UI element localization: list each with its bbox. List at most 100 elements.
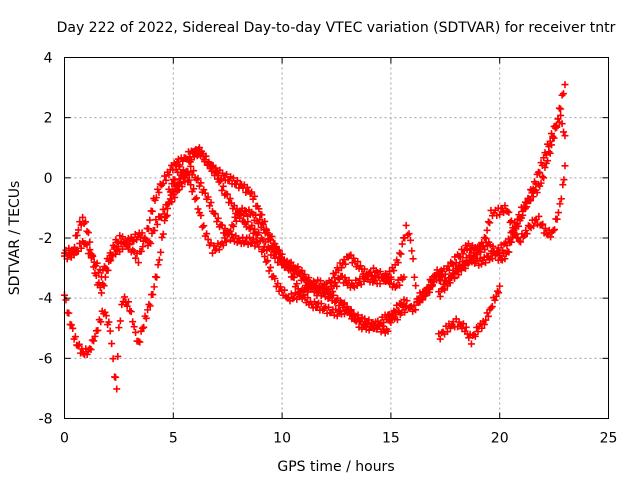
data-point bbox=[271, 274, 279, 282]
data-point bbox=[384, 327, 392, 335]
data-point bbox=[251, 225, 259, 233]
data-point bbox=[252, 211, 260, 219]
data-point bbox=[174, 187, 182, 195]
data-point bbox=[467, 340, 475, 348]
data-point bbox=[505, 248, 513, 256]
data-point bbox=[471, 251, 479, 259]
data-point bbox=[410, 273, 418, 281]
data-point bbox=[298, 267, 306, 275]
data-point bbox=[316, 277, 324, 285]
data-point bbox=[560, 128, 568, 136]
data-point bbox=[114, 352, 122, 360]
data-point bbox=[140, 323, 148, 331]
data-point bbox=[138, 229, 146, 237]
data-point bbox=[393, 316, 401, 324]
data-point bbox=[137, 247, 145, 255]
data-point bbox=[471, 332, 479, 340]
data-point bbox=[347, 306, 355, 314]
data-point bbox=[258, 211, 266, 219]
data-point bbox=[560, 90, 568, 98]
data-point bbox=[248, 221, 256, 229]
data-point bbox=[412, 282, 420, 290]
data-point bbox=[305, 274, 313, 282]
x-axis-label: GPS time / hours bbox=[277, 459, 394, 475]
data-point bbox=[148, 207, 156, 215]
data-point bbox=[194, 205, 202, 213]
data-point bbox=[396, 249, 404, 257]
data-point bbox=[100, 282, 108, 290]
data-point bbox=[83, 241, 91, 249]
data-point bbox=[504, 207, 512, 215]
data-point bbox=[251, 192, 259, 200]
x-tick-label: 25 bbox=[600, 431, 618, 447]
data-point bbox=[269, 239, 277, 247]
data-point bbox=[365, 326, 373, 334]
data-point bbox=[112, 250, 120, 258]
data-point bbox=[494, 287, 502, 295]
data-point bbox=[559, 181, 567, 189]
data-point bbox=[82, 218, 90, 226]
data-point bbox=[225, 228, 233, 236]
data-point bbox=[482, 234, 490, 242]
data-point bbox=[89, 252, 97, 260]
data-point bbox=[147, 239, 155, 247]
data-point bbox=[65, 309, 73, 317]
x-tick-label: 20 bbox=[491, 431, 509, 447]
data-point bbox=[402, 221, 410, 229]
data-point bbox=[491, 296, 499, 304]
y-tick-label: 4 bbox=[44, 51, 53, 67]
data-point bbox=[255, 205, 263, 213]
data-point bbox=[123, 302, 131, 310]
data-point bbox=[318, 282, 326, 290]
data-point bbox=[212, 168, 220, 176]
data-point bbox=[202, 152, 210, 160]
data-point bbox=[215, 246, 223, 254]
data-point bbox=[293, 280, 301, 288]
data-point bbox=[448, 260, 456, 268]
data-point bbox=[193, 176, 201, 184]
data-point bbox=[506, 218, 514, 226]
data-point bbox=[126, 241, 134, 249]
data-point bbox=[356, 262, 364, 270]
data-point bbox=[436, 292, 444, 300]
data-point bbox=[538, 173, 546, 181]
data-point bbox=[553, 215, 561, 223]
data-point bbox=[97, 318, 105, 326]
data-point bbox=[483, 226, 491, 234]
data-point bbox=[175, 163, 183, 171]
data-point bbox=[248, 188, 256, 196]
data-point bbox=[154, 185, 162, 193]
data-point bbox=[341, 260, 349, 268]
data-point bbox=[190, 185, 198, 193]
data-point bbox=[127, 308, 135, 316]
data-point bbox=[193, 194, 201, 202]
data-point bbox=[313, 292, 321, 300]
data-point bbox=[489, 242, 497, 250]
data-point bbox=[153, 220, 161, 228]
data-point bbox=[136, 338, 144, 346]
data-point bbox=[97, 289, 105, 297]
data-point bbox=[455, 271, 463, 279]
data-point bbox=[245, 233, 253, 241]
data-point bbox=[444, 262, 452, 270]
data-point bbox=[150, 283, 158, 291]
data-point bbox=[168, 180, 176, 188]
data-point bbox=[474, 328, 482, 336]
data-point bbox=[477, 260, 485, 268]
data-point bbox=[515, 237, 523, 245]
data-point bbox=[501, 202, 509, 210]
data-point bbox=[209, 162, 217, 170]
data-point bbox=[230, 202, 238, 210]
data-point bbox=[523, 230, 531, 238]
data-point bbox=[424, 284, 432, 292]
data-point bbox=[171, 193, 179, 201]
data-point bbox=[533, 189, 541, 197]
data-point bbox=[480, 234, 488, 242]
data-point bbox=[259, 219, 267, 227]
data-point bbox=[154, 261, 162, 269]
data-point bbox=[536, 169, 544, 177]
data-point bbox=[221, 225, 229, 233]
data-point bbox=[83, 227, 91, 235]
data-point bbox=[267, 235, 275, 243]
